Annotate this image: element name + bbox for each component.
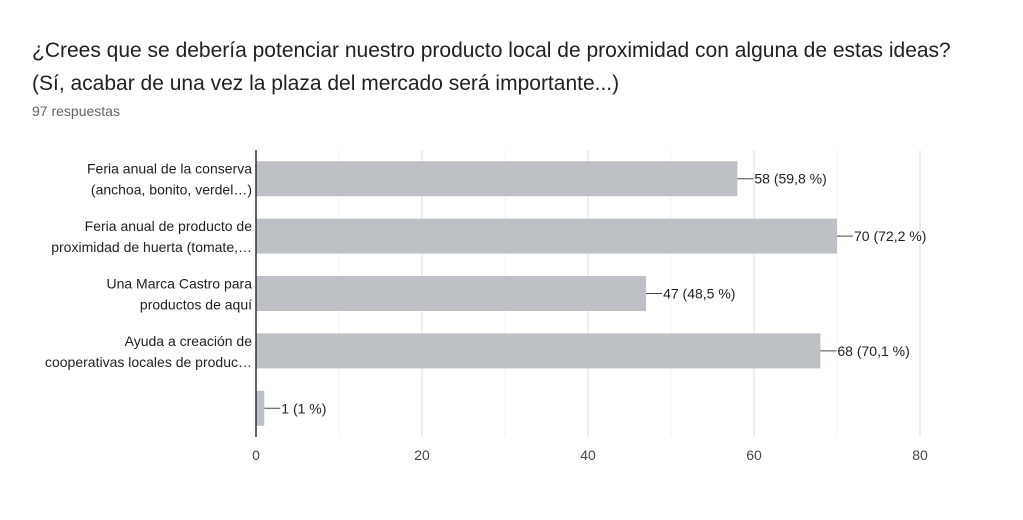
- question-title: ¿Crees que se debería potenciar nuestro …: [32, 34, 1012, 100]
- data-label: 68 (70,1 %): [837, 343, 909, 359]
- data-label: 58 (59,8 %): [754, 171, 826, 187]
- category-label: cooperativas locales de produc…: [45, 354, 252, 370]
- category-label: proximidad de huerta (tomate,…: [51, 239, 252, 255]
- question-title-line2: (Sí, acabar de una vez la plaza del merc…: [32, 72, 620, 95]
- question-title-line1: ¿Crees que se debería potenciar nuestro …: [32, 39, 951, 62]
- bar: [256, 218, 837, 254]
- x-tick-label: 20: [414, 447, 430, 463]
- x-tick-label: 80: [912, 447, 928, 463]
- data-label: 47 (48,5 %): [663, 286, 735, 302]
- data-label: 70 (72,2 %): [854, 228, 926, 244]
- x-tick-label: 60: [746, 447, 762, 463]
- category-label: Ayuda a creación de: [125, 333, 253, 349]
- category-label: Feria anual de la conserva: [87, 161, 252, 177]
- data-label: 1 (1 %): [281, 400, 326, 416]
- x-tick-label: 40: [580, 447, 596, 463]
- bar: [256, 390, 265, 426]
- category-label: Una Marca Castro para: [106, 276, 252, 292]
- category-label: Feria anual de producto de: [85, 218, 253, 234]
- response-count: 97 respuestas: [32, 103, 120, 119]
- bar: [256, 333, 821, 369]
- bar: [256, 276, 647, 311]
- category-label: (anchoa, bonito, verdel…): [91, 182, 252, 198]
- bar: [256, 161, 738, 197]
- category-label: productos de aquí: [140, 297, 252, 313]
- x-tick-label: 0: [252, 447, 260, 463]
